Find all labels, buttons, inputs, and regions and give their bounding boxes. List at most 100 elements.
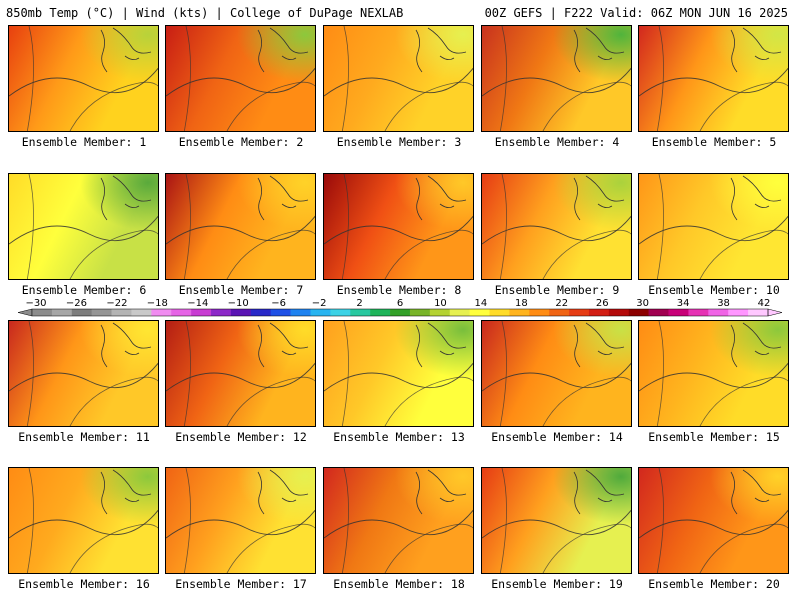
temperature-field-map (324, 26, 473, 131)
temperature-field-map (482, 174, 631, 279)
colorbar-tick-label: −2 (312, 298, 327, 309)
ensemble-member-label: Ensemble Member: 4 (494, 135, 620, 149)
colorbar-swatch (330, 309, 351, 316)
colorbar-swatch (489, 309, 510, 316)
colorbar-swatch (588, 309, 610, 316)
ensemble-member-label: Ensemble Member: 16 (18, 577, 150, 591)
ensemble-member-label: Ensemble Member: 11 (18, 430, 150, 444)
temperature-field-map (482, 321, 631, 426)
colorbar-swatch (569, 309, 590, 316)
colorbar-tick-label: 18 (515, 298, 528, 309)
colorbar-swatch (509, 309, 530, 316)
colorbar-tick-label: −26 (66, 298, 87, 309)
colorbar-tick-label: 26 (596, 298, 609, 309)
ensemble-member-label: Ensemble Member: 17 (175, 577, 307, 591)
temperature-field-map (324, 174, 473, 279)
ensemble-member-panel (165, 320, 316, 427)
temperature-field-map (166, 174, 315, 279)
ensemble-member-label: Ensemble Member: 7 (178, 283, 304, 297)
colorbar-swatch (608, 309, 630, 316)
ensemble-member-panel (638, 467, 789, 574)
colorbar-tick-label: 14 (475, 298, 488, 309)
temperature-field-map (166, 321, 315, 426)
temperature-field-map (9, 26, 158, 131)
ensemble-member-panel (323, 173, 474, 280)
ensemble-member-panel (638, 173, 789, 280)
ensemble-member-label: Ensemble Member: 2 (178, 135, 304, 149)
colorbar-tick-label: −10 (228, 298, 249, 309)
ensemble-member-panel (323, 25, 474, 132)
temperature-field-map (639, 321, 788, 426)
ensemble-member-label: Ensemble Member: 14 (491, 430, 623, 444)
colorbar-tick-label: 6 (397, 298, 403, 309)
temperature-field-map (639, 26, 788, 131)
colorbar-swatch (429, 309, 451, 316)
colorbar-tick-label: −18 (147, 298, 168, 309)
colorbar-swatch (71, 309, 92, 316)
ensemble-member-panel (481, 25, 632, 132)
colorbar-swatch (230, 309, 252, 316)
colorbar-swatch (628, 309, 649, 316)
ensemble-member-label: Ensemble Member: 3 (336, 135, 462, 149)
colorbar-swatch (171, 309, 192, 316)
temperature-field-map (482, 26, 631, 131)
colorbar-swatch (370, 309, 391, 316)
colorbar-tick-label: 42 (758, 298, 771, 309)
ensemble-member-label: Ensemble Member: 15 (648, 430, 780, 444)
colorbar-tick-label: −6 (271, 298, 286, 309)
ensemble-member-panel (638, 25, 789, 132)
colorbar-swatch (51, 309, 73, 316)
colorbar-swatch (270, 309, 291, 316)
colorbar-swatch (529, 309, 550, 316)
colorbar-swatch (151, 309, 172, 316)
colorbar-swatch (310, 309, 331, 316)
ensemble-member-label: Ensemble Member: 1 (21, 135, 147, 149)
colorbar-tick-label: 38 (717, 298, 730, 309)
temperature-field-map (639, 468, 788, 573)
colorbar-swatch (32, 309, 53, 316)
temperature-colorbar: −30 −26 −22 −18 −14 −10 −6 −2 2 6 10 14 18 22 26 30 34 38… (17, 298, 783, 317)
colorbar-outline (31, 308, 769, 317)
temperature-field-map (166, 26, 315, 131)
colorbar-swatch (250, 309, 272, 316)
temperature-field-map (324, 321, 473, 426)
colorbar-tick-label: −22 (106, 298, 127, 309)
colorbar-tick-label: 30 (636, 298, 649, 309)
ensemble-member-panel (323, 320, 474, 427)
colorbar-swatch (111, 309, 132, 316)
temperature-field-map (324, 468, 473, 573)
ensemble-member-panel (8, 320, 159, 427)
ensemble-member-panel (481, 173, 632, 280)
colorbar-high-arrow (767, 308, 783, 317)
ensemble-member-panel (165, 173, 316, 280)
colorbar-low-arrow (17, 308, 33, 317)
ensemble-member-label: Ensemble Member: 6 (21, 283, 147, 297)
ensemble-member-panel (638, 320, 789, 427)
ensemble-member-panel (8, 467, 159, 574)
ensemble-member-label: Ensemble Member: 10 (648, 283, 780, 297)
colorbar-tick-label: 2 (356, 298, 362, 309)
colorbar-swatch (469, 309, 490, 316)
header-title-right: 00Z GEFS | F222 Valid: 06Z MON JUN 16 20… (484, 6, 788, 20)
colorbar-swatch (648, 309, 669, 316)
colorbar-tick-label: −14 (187, 298, 208, 309)
colorbar-swatch (350, 309, 371, 316)
colorbar-swatch (409, 309, 431, 316)
ensemble-member-panel (481, 320, 632, 427)
colorbar-swatch (549, 309, 570, 316)
ensemble-member-label: Ensemble Member: 8 (336, 283, 462, 297)
colorbar-swatch (191, 309, 212, 316)
colorbar-tick-label: 34 (677, 298, 690, 309)
colorbar-swatch (91, 309, 112, 316)
ensemble-member-label: Ensemble Member: 9 (494, 283, 620, 297)
colorbar-swatch (449, 309, 470, 316)
colorbar-swatch (688, 309, 709, 316)
ensemble-member-panel (481, 467, 632, 574)
ensemble-member-panel (165, 467, 316, 574)
colorbar-swatch (390, 309, 411, 316)
colorbar-swatch (131, 309, 152, 316)
ensemble-member-panel (165, 25, 316, 132)
temperature-field-map (639, 174, 788, 279)
ensemble-member-label: Ensemble Member: 12 (175, 430, 307, 444)
colorbar-swatch (748, 309, 769, 316)
